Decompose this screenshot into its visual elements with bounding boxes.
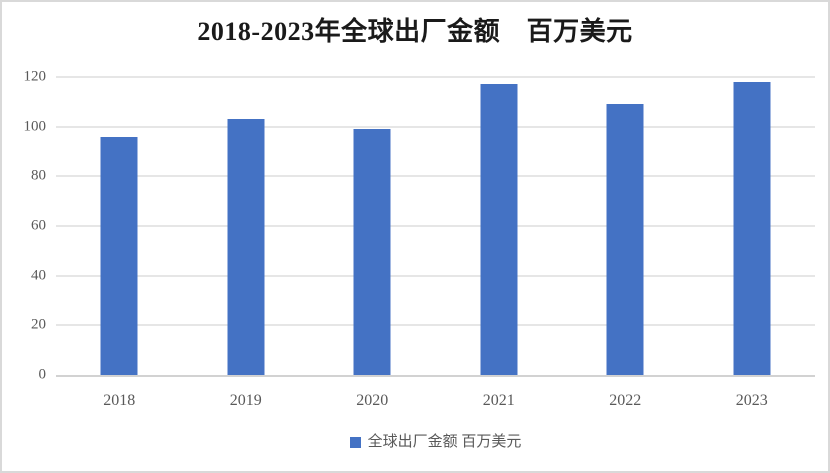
y-tick-label-80: 80 <box>31 167 46 184</box>
bar-2022 <box>606 104 644 375</box>
y-tick-label-20: 20 <box>31 316 46 333</box>
y-tick-label-120: 120 <box>23 68 47 85</box>
y-tick-label-100: 100 <box>23 118 47 135</box>
y-axis: 0 20 40 60 80 100 120 <box>2 69 47 382</box>
gridline-y-100 <box>56 125 815 128</box>
x-tick-label-2020: 2020 <box>356 392 389 409</box>
y-tick-label-0: 0 <box>38 366 47 383</box>
bar-2018 <box>100 136 138 375</box>
x-tick-label-2019: 2019 <box>229 392 262 409</box>
x-tick-label-2021: 2021 <box>482 392 515 409</box>
chart-title: 2018-2023年全球出厂金额 百万美元 <box>197 17 633 46</box>
gridline-y-20 <box>56 324 815 327</box>
gridline-y-60 <box>56 225 815 227</box>
legend-marker-icon <box>349 436 361 448</box>
bar-2019 <box>227 119 265 375</box>
x-tick-label-2022: 2022 <box>609 392 642 409</box>
x-axis: 2018 2019 2020 2021 2022 2023 <box>56 392 815 412</box>
x-tick-label-2023: 2023 <box>735 392 768 409</box>
bar-2020 <box>353 129 391 375</box>
gridline-y-120 <box>56 76 815 78</box>
bar-2021 <box>480 84 518 375</box>
plot-area <box>56 76 815 377</box>
gridline-y-80 <box>56 175 815 178</box>
y-tick-label-40: 40 <box>31 267 46 284</box>
legend-label: 全球出厂金额 百万美元 <box>367 434 522 450</box>
bar-2023 <box>733 81 771 375</box>
y-tick-label-60: 60 <box>31 217 46 234</box>
x-tick-label-2018: 2018 <box>103 392 136 409</box>
legend: 全球出厂金额 百万美元 <box>56 434 815 450</box>
gridline-y-40 <box>56 274 815 277</box>
